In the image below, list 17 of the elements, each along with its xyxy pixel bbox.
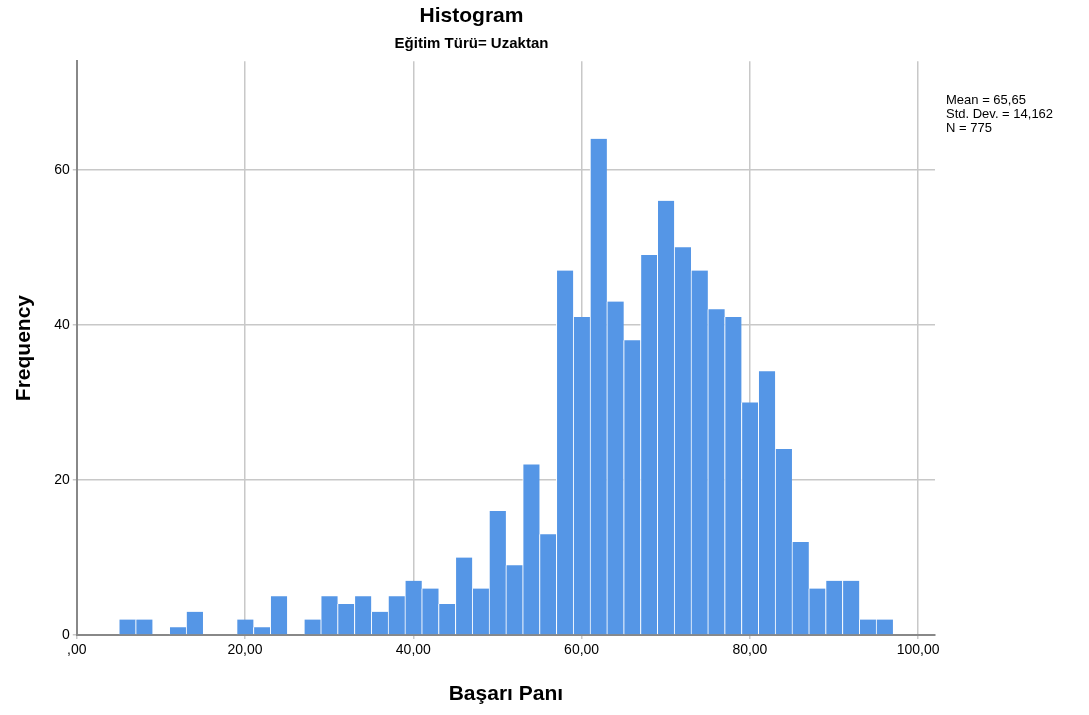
x-tick-label: 100,00	[896, 641, 940, 658]
text: N = 775	[946, 120, 992, 136]
y-axis-title: Frequency	[11, 294, 35, 402]
y-tick-label: 40	[54, 315, 70, 332]
chart-subtitle: Eğitim Türü= Uzaktan	[394, 34, 549, 52]
text: Std. Dev. = 14,162	[946, 106, 1054, 122]
x-axis-title: Başarı Panı	[448, 681, 564, 705]
chart-title: Histogram	[419, 3, 524, 27]
y-tick-label: 20	[54, 470, 70, 487]
y-tick-label: 60	[54, 160, 70, 177]
x-tick-label: ,00	[67, 641, 87, 658]
x-tick-label: 80,00	[732, 641, 768, 658]
y-tick-label: 0	[61, 625, 70, 642]
x-tick-label: 60,00	[564, 641, 600, 658]
x-tick-label: 40,00	[395, 641, 432, 658]
text: Mean = 65,65	[946, 92, 1026, 108]
x-tick-label: 20,00	[227, 641, 263, 658]
